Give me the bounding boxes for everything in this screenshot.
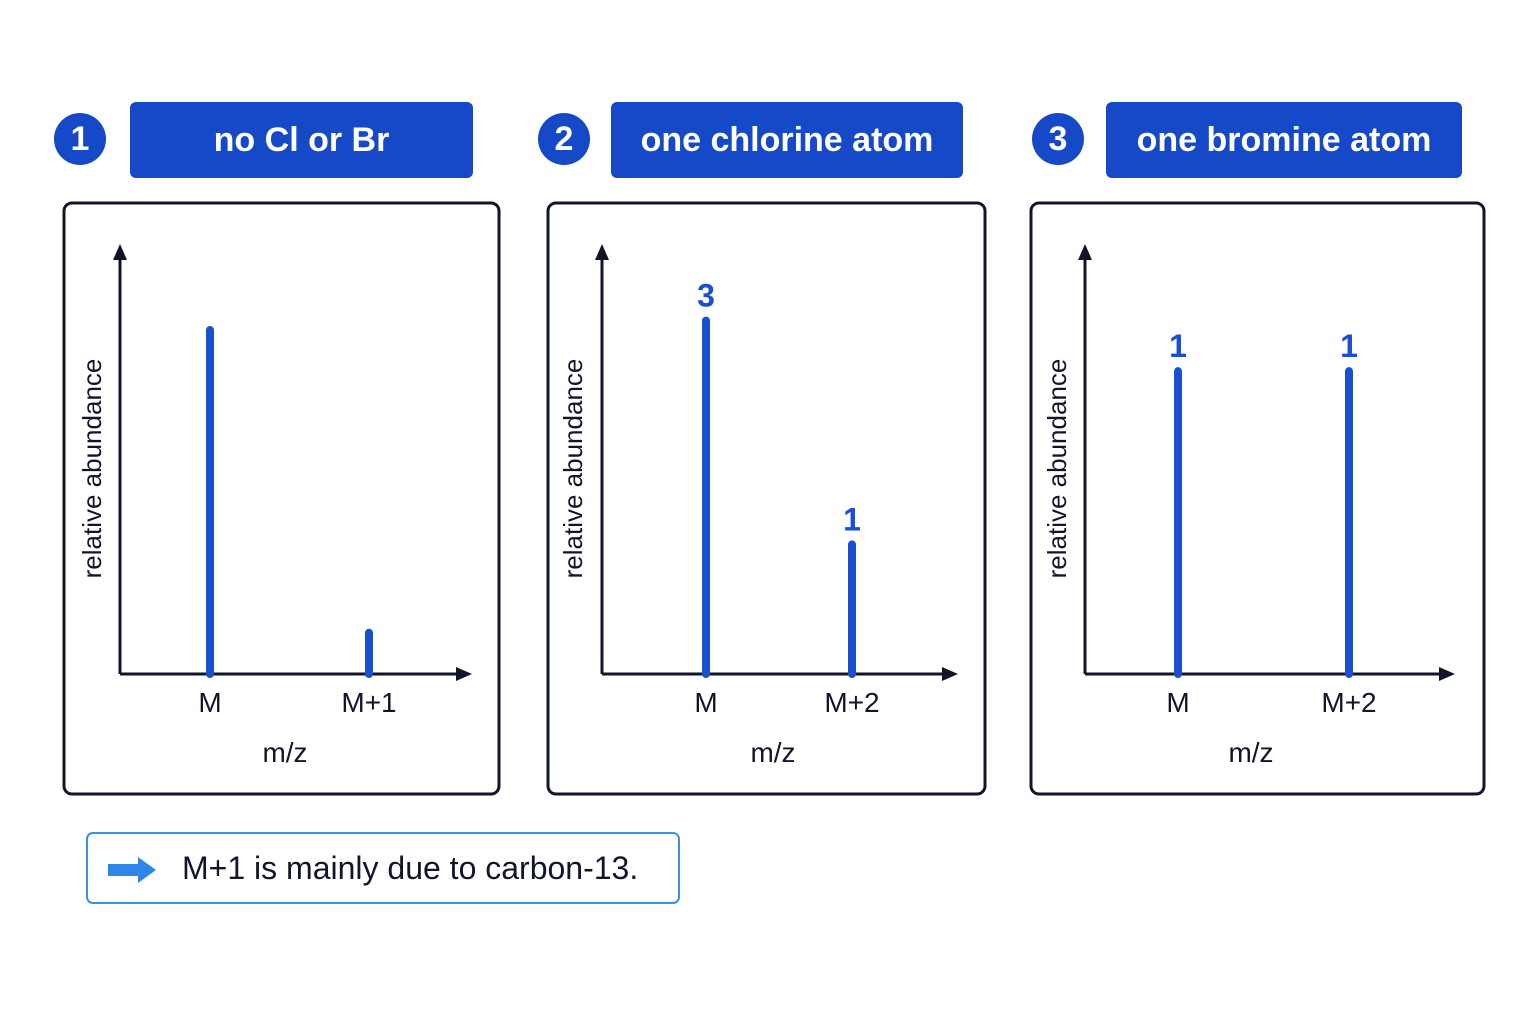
note-text: M+1 is mainly due to carbon-13. [182,850,639,886]
panel-1-x-axis-arrowhead [456,667,472,681]
panel-1-title: no Cl or Br [130,102,473,178]
panel-3-tick-label: M [1166,687,1189,718]
note-box: M+1 is mainly due to carbon-13. [86,832,680,904]
panel-2-data-label: 1 [843,501,861,537]
panel-1-number-badge: 1 [54,113,106,165]
panel-3-number-badge: 3 [1032,113,1084,165]
panel-1-x-axis-label: m/z [262,737,307,768]
panel-2-y-axis-label: relative abundance [558,359,588,579]
panel-2-frame [546,201,987,796]
panel-3-data-label: 1 [1340,328,1358,364]
panel-3-tick-label: M+2 [1321,687,1376,718]
panel-3-data-label: 1 [1169,328,1187,364]
panel-2-tick-label: M+2 [824,687,879,718]
panel-1-tick-label: M+1 [341,687,396,718]
panel-2-x-axis-label: m/z [750,737,795,768]
panel-3-x-axis-arrowhead [1439,667,1455,681]
panel-3-title: one bromine atom [1106,102,1462,178]
panel-2-tick-label: M [694,687,717,718]
panel-1-tick-label: M [198,687,221,718]
panel-1-frame [62,201,501,796]
panel-2-number-badge: 2 [538,113,590,165]
panel-1-y-axis-arrowhead [113,244,127,260]
arrow-right-icon [108,857,156,883]
panel-2-y-axis-arrowhead [595,244,609,260]
panel-3-y-axis-label: relative abundance [1042,359,1072,579]
panel-3-x-axis-label: m/z [1228,737,1273,768]
panel-2-x-axis-arrowhead [942,667,958,681]
panel-1-y-axis-label: relative abundance [77,359,107,579]
panel-2-title: one chlorine atom [611,102,963,178]
panel-3-frame [1029,201,1486,796]
panel-2-data-label: 3 [697,278,715,314]
panel-3-y-axis-arrowhead [1078,244,1092,260]
